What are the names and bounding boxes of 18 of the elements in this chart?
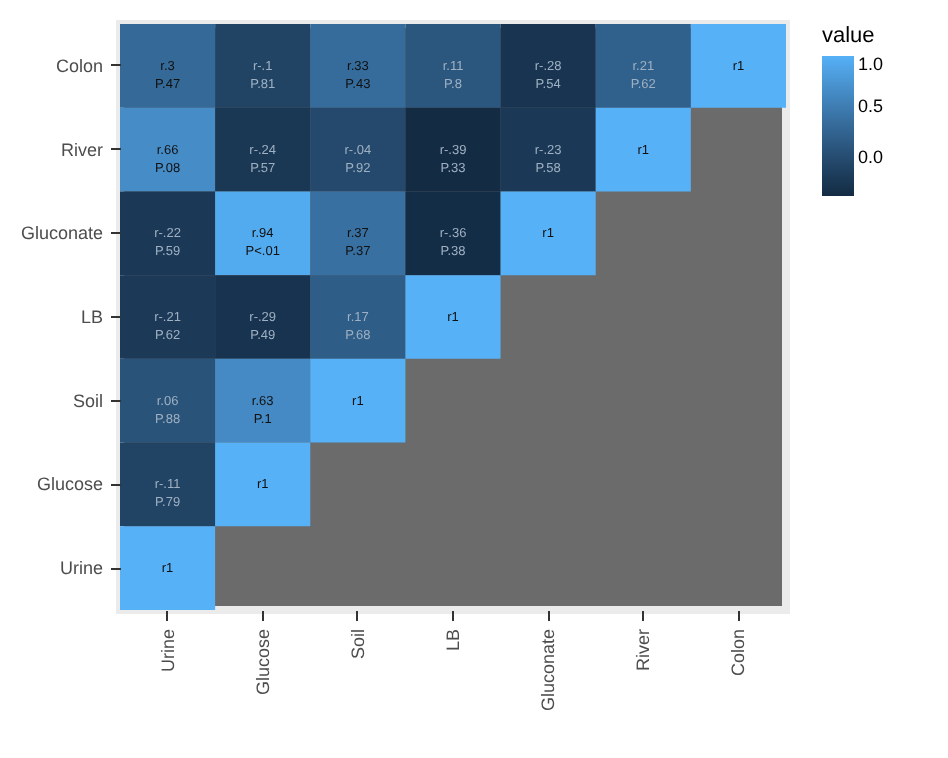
color-bar-label: 0.0: [858, 146, 884, 167]
y-tick-label: River: [60, 139, 103, 160]
x-tick-label: LB: [443, 629, 463, 652]
x-tick-label: River: [633, 629, 654, 672]
x-tick-label: Glucose: [252, 629, 273, 696]
x-tick-label: Colon: [728, 629, 749, 677]
x-tick-label: Soil: [347, 629, 368, 660]
x-tick-label: Gluconate: [538, 629, 559, 712]
y-tick-label: LB: [80, 307, 103, 327]
y-tick-label: Soil: [72, 390, 103, 411]
y-tick-label: Glucose: [36, 474, 103, 495]
x-tick-label: Urine: [157, 629, 178, 673]
y-tick-label: Urine: [59, 558, 103, 579]
y-tick-label: Colon: [55, 55, 103, 76]
color-bar-label: 1.0: [858, 54, 884, 74]
color-bar-label: 0.5: [858, 96, 884, 117]
legend-title: value: [822, 24, 875, 48]
y-tick-label: Gluconate: [20, 223, 103, 244]
